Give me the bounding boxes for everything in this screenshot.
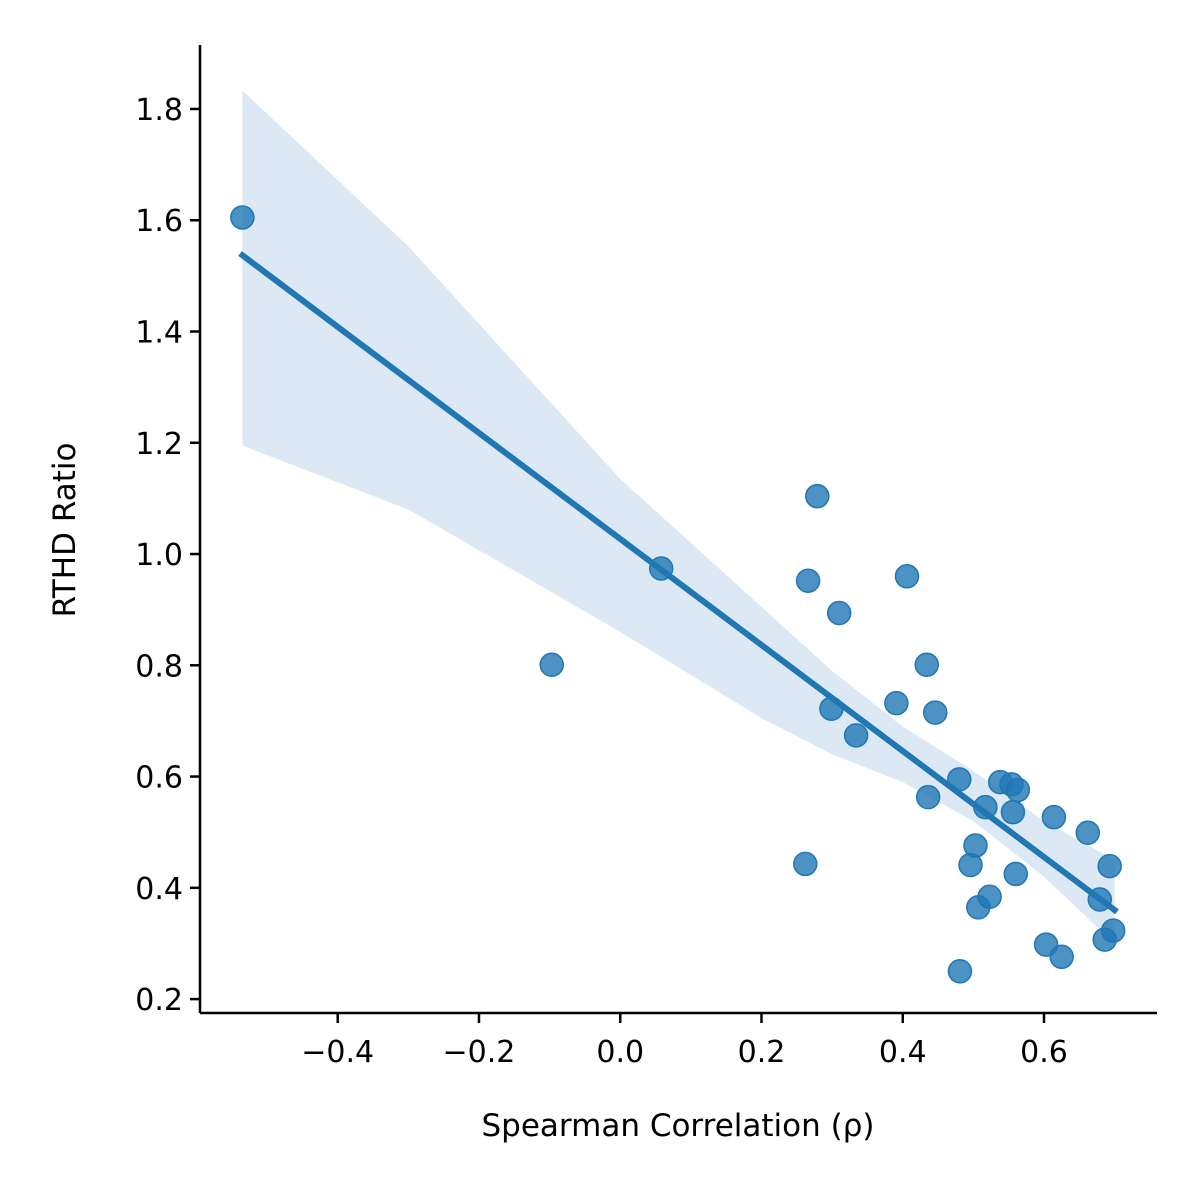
y-tick-label: 0.4	[135, 872, 183, 907]
confidence-band	[242, 90, 1115, 944]
data-point	[973, 794, 998, 820]
data-point	[915, 784, 941, 810]
data-point	[1041, 804, 1067, 830]
x-tick-label: 0.0	[596, 1035, 644, 1070]
data-point	[795, 568, 821, 593]
y-tick-label: 0.2	[135, 983, 183, 1018]
data-point	[922, 700, 948, 725]
data-point	[1075, 820, 1101, 846]
data-point	[805, 483, 830, 509]
y-tick-label: 0.8	[135, 649, 183, 684]
y-tick-label: 0.6	[135, 761, 183, 796]
x-tick-label: 0.6	[1020, 1035, 1068, 1070]
data-point	[947, 959, 973, 984]
x-tick-label: 0.4	[879, 1035, 927, 1070]
data-point	[539, 652, 564, 677]
data-point	[793, 851, 818, 877]
data-point	[914, 652, 940, 677]
axes-layer	[198, 45, 1157, 1015]
data-points-layer	[230, 205, 1126, 984]
data-point	[826, 600, 852, 626]
data-point	[977, 884, 1002, 909]
data-point	[1049, 944, 1074, 970]
regression-line	[238, 251, 1119, 915]
y-tick-label: 1.0	[135, 538, 183, 573]
y-tick-label: 1.6	[135, 204, 183, 239]
regression-line-layer	[238, 251, 1119, 915]
x-axis-label: Spearman Correlation (ρ)	[482, 1108, 875, 1144]
data-point	[894, 564, 920, 589]
data-point	[648, 556, 674, 581]
confidence-band-layer	[242, 90, 1115, 944]
x-ticks: −0.4 −0.2 0.0 0.2 0.4 0.6	[301, 1013, 1068, 1070]
data-point	[1097, 853, 1122, 879]
data-point	[1005, 777, 1031, 803]
data-point	[1087, 887, 1113, 912]
data-point	[230, 205, 255, 230]
data-point	[843, 723, 869, 748]
data-point	[963, 833, 988, 858]
y-tick-label: 1.2	[135, 427, 183, 462]
y-tick-label: 1.4	[135, 316, 183, 351]
x-tick-label: −0.4	[301, 1035, 374, 1070]
data-point	[1003, 861, 1028, 887]
y-tick-label: 1.8	[135, 93, 183, 128]
x-tick-label: −0.2	[443, 1035, 516, 1070]
data-point	[884, 690, 909, 716]
y-ticks: 0.2 0.4 0.6 0.8 1.0 1.2 1.4 1.6 1.8	[135, 93, 200, 1018]
data-point	[1000, 799, 1026, 825]
data-point	[819, 696, 844, 721]
data-point	[1100, 918, 1126, 943]
data-point	[946, 767, 972, 792]
y-axis-label: RTHD Ratio	[47, 443, 83, 618]
x-tick-label: 0.2	[738, 1035, 786, 1070]
